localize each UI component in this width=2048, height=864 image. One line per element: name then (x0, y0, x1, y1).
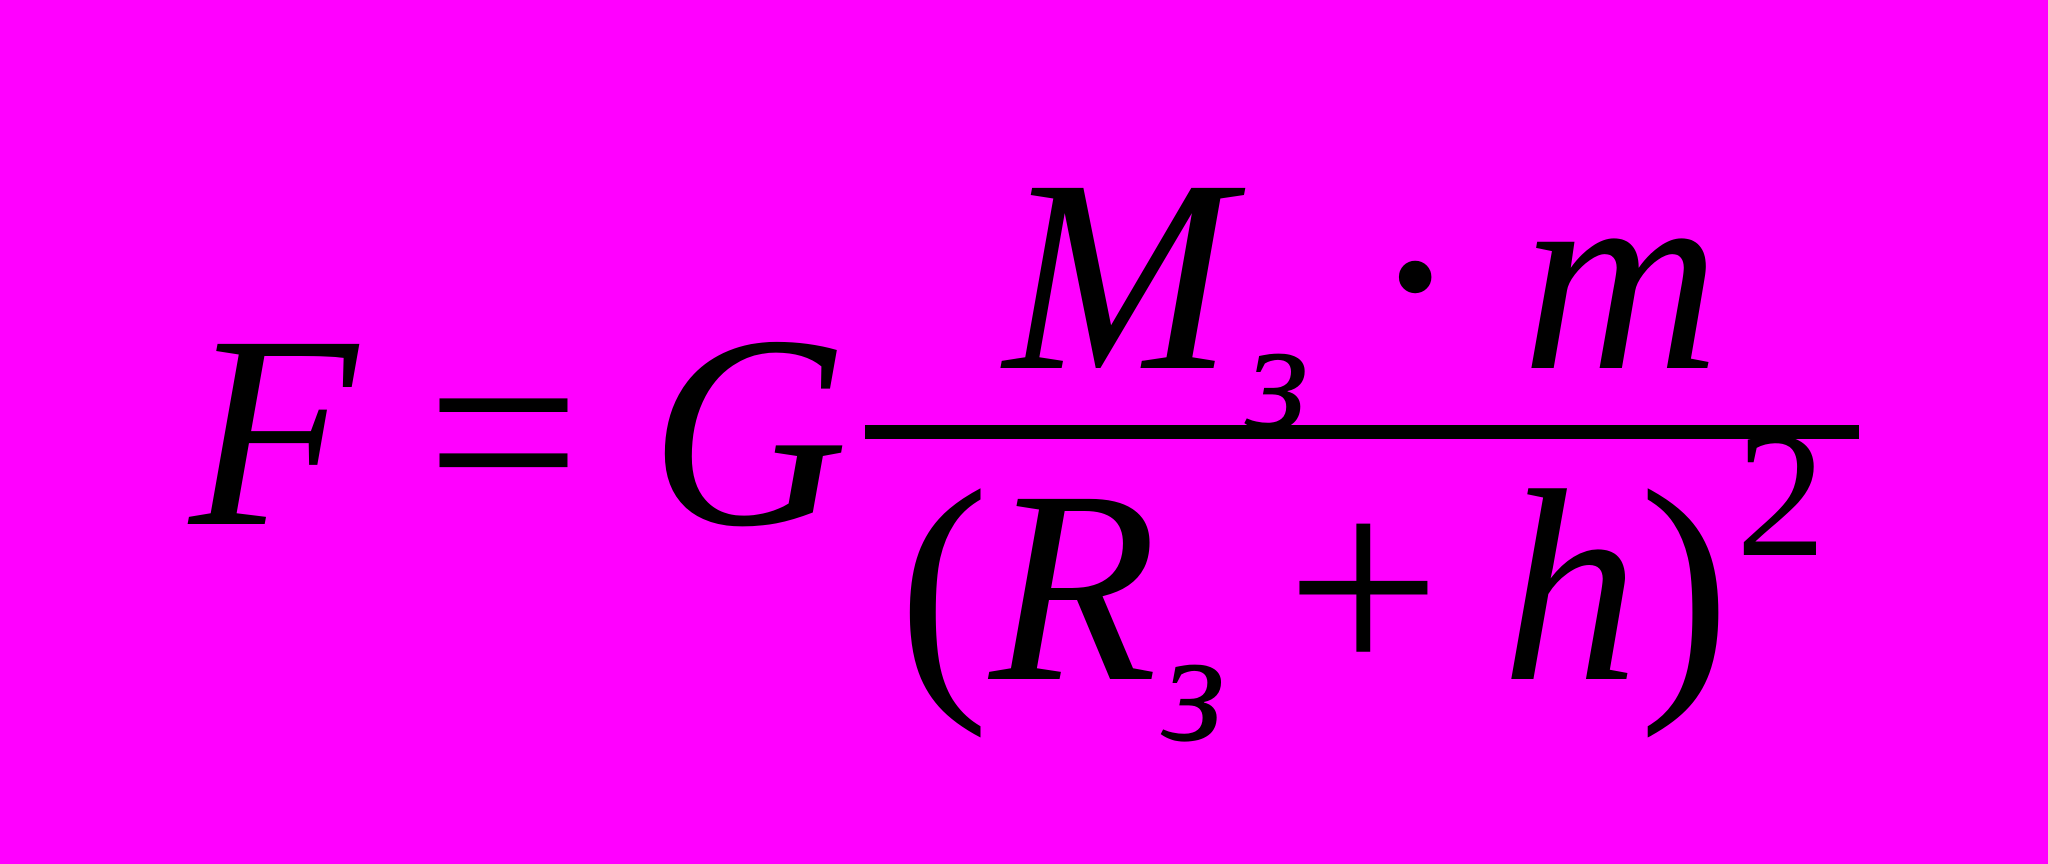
equals-sign: = (426, 295, 581, 570)
gravity-formula: F = G M з · m ( R з + h ) 2 (189, 128, 1859, 736)
denominator-R-subscript: з (1163, 606, 1225, 766)
numerator-M-sub: M з (1004, 139, 1309, 414)
numerator-m: m (1521, 139, 1720, 414)
lhs-F: F (189, 295, 357, 570)
multiply-dot: · (1369, 139, 1461, 414)
denominator-R: R (989, 450, 1157, 725)
coefficient-G: G (650, 295, 849, 570)
open-paren: ( (898, 450, 990, 725)
close-paren: ) (1639, 450, 1731, 725)
numerator-M-subscript: з (1246, 295, 1308, 455)
denominator-R-sub: R з (989, 450, 1225, 725)
denominator-h: h (1501, 450, 1639, 725)
numerator-M: M (1004, 139, 1233, 414)
plus-sign: + (1286, 450, 1441, 725)
fraction: M з · m ( R з + h ) 2 (865, 128, 1859, 736)
exponent-2: 2 (1736, 405, 1826, 585)
denominator: ( R з + h ) 2 (865, 439, 1859, 736)
numerator: M з · m (971, 128, 1753, 425)
